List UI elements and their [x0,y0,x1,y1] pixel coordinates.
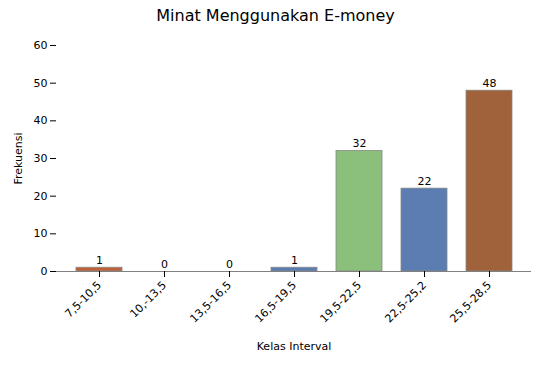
svg-text:10: 10 [34,227,48,240]
svg-text:13,5-16,5: 13,5-16,5 [187,279,234,326]
svg-text:0: 0 [226,258,233,271]
svg-text:7,5-10,5: 7,5-10,5 [62,279,104,321]
svg-text:22,5-25,2: 22,5-25,2 [382,279,429,326]
svg-text:0: 0 [161,258,168,271]
svg-text:1: 1 [96,254,103,267]
svg-text:50: 50 [34,77,48,90]
svg-text:40: 40 [34,114,48,127]
svg-text:16,5-19,5: 16,5-19,5 [252,279,299,326]
svg-text:25,5-28,5: 25,5-28,5 [447,279,494,326]
svg-text:19,5-22,5: 19,5-22,5 [317,279,364,326]
svg-text:Frekuensi: Frekuensi [12,132,25,184]
svg-text:1: 1 [291,254,298,267]
svg-text:60: 60 [34,39,48,52]
svg-text:20: 20 [34,190,48,203]
svg-text:30: 30 [34,152,48,165]
svg-text:Kelas Interval: Kelas Interval [257,340,332,353]
html-text:Minat Menggunakan E-money: Minat Menggunakan E-money [156,6,395,25]
svg-text:22: 22 [418,175,432,188]
svg-text:10,-13,5: 10,-13,5 [127,279,169,321]
svg-text:32: 32 [353,137,367,150]
svg-text:0: 0 [41,265,48,278]
svg-text:48: 48 [483,77,497,90]
